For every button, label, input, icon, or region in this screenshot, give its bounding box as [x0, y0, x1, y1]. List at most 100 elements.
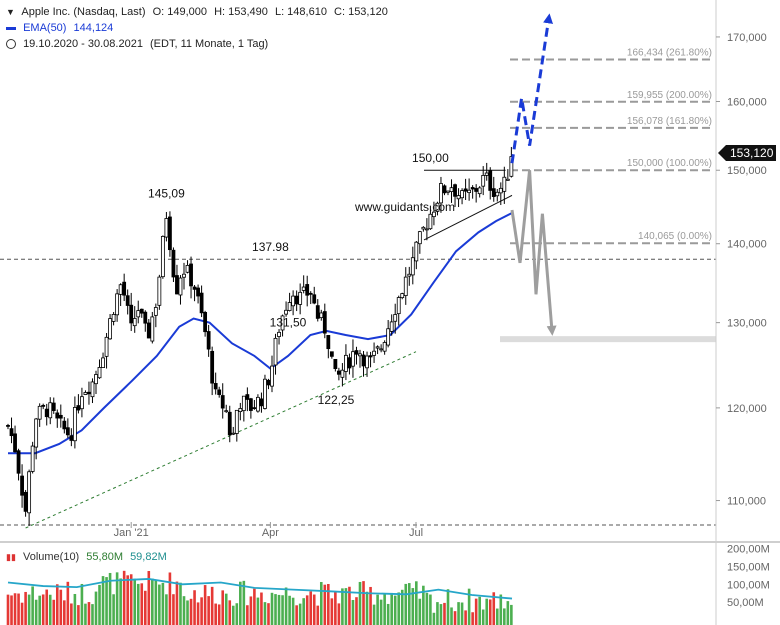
volume-bar — [418, 598, 422, 625]
volume-bar — [172, 594, 175, 625]
volume-bar — [379, 599, 383, 625]
volume-bar — [291, 597, 295, 625]
range-info: (EDT, 11 Monate, 1 Tag) — [150, 38, 269, 50]
volume-panel: 50,00M 100,00M 150,00M 200,00M — [6, 544, 770, 625]
low-value: L: 148,610 — [274, 6, 327, 18]
volume-bar — [108, 572, 112, 625]
candle-body — [108, 318, 112, 340]
candle-body — [273, 337, 278, 366]
volume-bar — [52, 599, 56, 625]
volume-tick-label: 100,00M — [727, 579, 770, 591]
volume-bar — [189, 598, 193, 625]
candle-body — [358, 353, 362, 357]
high-value: H: 153,490 — [214, 6, 268, 18]
volume-bar — [390, 592, 393, 625]
last-price-marker: 153,120 — [718, 145, 776, 161]
volume-bar — [495, 608, 499, 625]
volume-bar — [154, 580, 158, 625]
candle-body — [234, 409, 239, 434]
volume-bar — [464, 610, 467, 625]
candle-body — [248, 398, 253, 411]
candle-body — [101, 357, 105, 368]
volume-bar — [334, 591, 337, 625]
volume-bar — [439, 604, 443, 625]
volume-bar — [499, 594, 503, 625]
candle-body — [467, 189, 472, 194]
candle-body — [192, 286, 197, 290]
candle-body — [298, 291, 303, 305]
volume-bar — [407, 583, 411, 625]
volume-bar — [98, 584, 101, 625]
candle-body — [171, 249, 176, 278]
candle-body — [270, 365, 274, 387]
candle-body — [139, 308, 144, 314]
candle-body — [407, 273, 412, 277]
header-range-line: 19.10.2020 - 30.08.2021 (EDT, 11 Monate,… — [6, 38, 272, 50]
volume-bar — [249, 596, 253, 625]
volume-bar — [119, 578, 122, 625]
candle-body — [168, 216, 172, 251]
volume-bar — [239, 581, 242, 625]
volume-bar — [471, 612, 474, 625]
volume-bar — [105, 577, 108, 625]
volume-bar — [298, 603, 302, 625]
chevron-down-icon[interactable]: ▼ — [6, 7, 15, 17]
candle-body — [132, 318, 137, 327]
volume-bar — [302, 598, 305, 625]
volume-bar — [422, 585, 425, 625]
open-value: O: 149,000 — [152, 6, 207, 18]
volume-bar — [485, 598, 489, 625]
price-tick-label: 160,000 — [727, 97, 767, 109]
volume-bar — [77, 605, 80, 625]
candle-body — [94, 374, 98, 385]
volume-bar — [20, 602, 24, 625]
candle-body — [333, 358, 338, 370]
volume-bar — [193, 590, 196, 625]
candle-body — [439, 183, 443, 204]
candle-body — [157, 276, 162, 306]
candle-body — [375, 346, 380, 349]
volume-bar — [400, 589, 404, 625]
volume-bar — [344, 588, 348, 625]
volume-bar — [481, 609, 485, 625]
horizontal-levels — [0, 258, 716, 526]
candle-body — [37, 405, 42, 420]
volume-bar — [450, 607, 453, 625]
volume-bar — [260, 592, 263, 625]
fib-level-label: 166,434 (261.80%) — [627, 48, 712, 59]
candle-body — [122, 281, 127, 296]
candle-body — [344, 354, 348, 372]
volume-bar — [316, 605, 320, 625]
volume-bar — [161, 582, 165, 625]
candle-body — [449, 187, 454, 193]
price-tick-label: 120,000 — [727, 403, 767, 415]
volume-bar — [351, 599, 355, 625]
price-tick-label: 110,000 — [727, 496, 766, 508]
volume-bar — [263, 602, 267, 625]
candle-body — [284, 309, 288, 315]
volume-bar — [126, 575, 129, 625]
volume-bar — [203, 585, 207, 625]
volume-bar — [235, 603, 239, 625]
candle-body — [403, 276, 408, 297]
volume-bar — [101, 576, 105, 625]
bullish-scenario-arrow — [510, 13, 553, 164]
candle-body — [220, 395, 225, 409]
candle-body — [62, 420, 67, 430]
fib-level-label: 150,000 (100.00%) — [627, 158, 712, 169]
candle-body — [97, 367, 102, 379]
candle-body — [463, 188, 468, 192]
volume-bar — [348, 586, 351, 625]
candle-body — [351, 351, 355, 367]
fibonacci-levels: 166,434 (261.80%) 159,955 (200.00%) 156,07… — [510, 48, 712, 245]
price-tick-label: 170,000 — [727, 32, 767, 44]
candle-body — [414, 241, 419, 262]
candle-body — [90, 381, 95, 398]
trendline — [25, 351, 417, 529]
candle-body — [256, 396, 260, 412]
volume-bar — [330, 598, 334, 625]
candle-body — [315, 305, 320, 319]
volume-bar — [196, 602, 200, 625]
volume-bar — [207, 596, 210, 625]
volume-bar — [221, 590, 225, 625]
